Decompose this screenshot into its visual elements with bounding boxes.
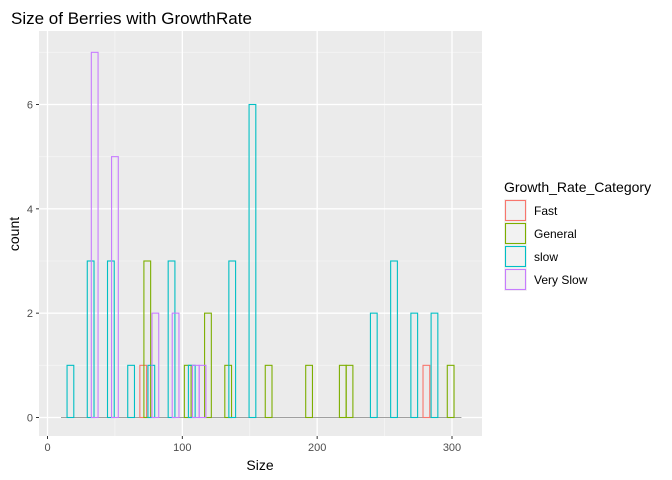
bar: [147, 364, 156, 419]
y-tick-label: 0: [27, 413, 33, 425]
legend-key: [504, 245, 527, 268]
bar: [139, 364, 148, 419]
bar: [198, 364, 207, 419]
bar: [422, 364, 431, 419]
x-axis: 0 100 200 300: [44, 436, 461, 454]
legend-key-bg: [504, 268, 527, 291]
legend-item: slow: [504, 245, 558, 268]
bar: [228, 260, 237, 419]
y-axis: 0 2 4 6: [27, 100, 39, 425]
bar: [305, 364, 313, 419]
bar: [167, 260, 176, 419]
x-tick-label: 100: [173, 442, 191, 454]
bar: [264, 364, 273, 419]
bar: [369, 312, 378, 419]
legend-label: Fast: [534, 204, 558, 218]
y-tick-label: 6: [27, 100, 33, 112]
x-tick-label: 300: [443, 442, 461, 454]
legend-key-bg: [504, 222, 527, 245]
legend-key: [504, 268, 527, 291]
legend-key: [504, 199, 527, 222]
bar: [248, 103, 257, 419]
y-tick-label: 4: [27, 204, 33, 216]
y-tick-label: 2: [27, 308, 33, 320]
x-tick-label: 0: [44, 442, 50, 454]
bars-layer: [60, 51, 462, 419]
series-slow: [66, 103, 439, 419]
bar: [183, 364, 192, 419]
x-tick-label: 200: [308, 442, 326, 454]
bar: [151, 312, 160, 419]
bar: [143, 260, 152, 419]
bar: [187, 364, 196, 419]
bar: [410, 312, 419, 419]
y-axis-label: count: [6, 217, 22, 251]
series-very-slow: [90, 51, 207, 419]
legend-item: Very Slow: [504, 268, 588, 291]
legend-item: Fast: [504, 199, 558, 222]
legend: Growth_Rate_Category Fast General slow Very…: [504, 179, 651, 291]
bar: [224, 364, 233, 419]
legend-label: General: [534, 227, 577, 241]
legend-key-bg: [504, 199, 527, 222]
bar: [390, 260, 398, 419]
bar: [171, 312, 180, 419]
bar: [106, 260, 115, 419]
legend-items: Fast General slow Very Slow: [504, 199, 588, 291]
legend-key-bg: [504, 245, 527, 268]
bar: [345, 364, 354, 419]
bar: [430, 312, 439, 419]
chart-title: Size of Berries with GrowthRate: [11, 9, 252, 28]
legend-title: Growth_Rate_Category: [504, 179, 651, 195]
legend-label: slow: [534, 250, 558, 264]
x-axis-label: Size: [246, 457, 273, 473]
bar: [127, 364, 136, 419]
series-fast: [139, 364, 431, 419]
plot-panel: [39, 31, 482, 436]
bar: [86, 260, 95, 419]
legend-key: [504, 222, 527, 245]
bar: [446, 364, 455, 419]
legend-item: General: [504, 222, 577, 245]
bar: [66, 364, 75, 419]
bar: [90, 51, 99, 419]
legend-label: Very Slow: [534, 273, 588, 287]
bar: [110, 156, 119, 419]
